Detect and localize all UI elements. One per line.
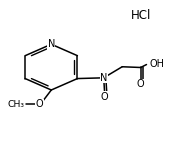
Text: O: O <box>137 79 144 89</box>
Text: HCl: HCl <box>131 9 151 22</box>
Text: N: N <box>100 73 107 83</box>
Text: CH₃: CH₃ <box>7 100 24 108</box>
Text: O: O <box>101 92 108 102</box>
Text: OH: OH <box>149 59 164 69</box>
Text: O: O <box>36 99 44 109</box>
Text: N: N <box>48 39 55 49</box>
